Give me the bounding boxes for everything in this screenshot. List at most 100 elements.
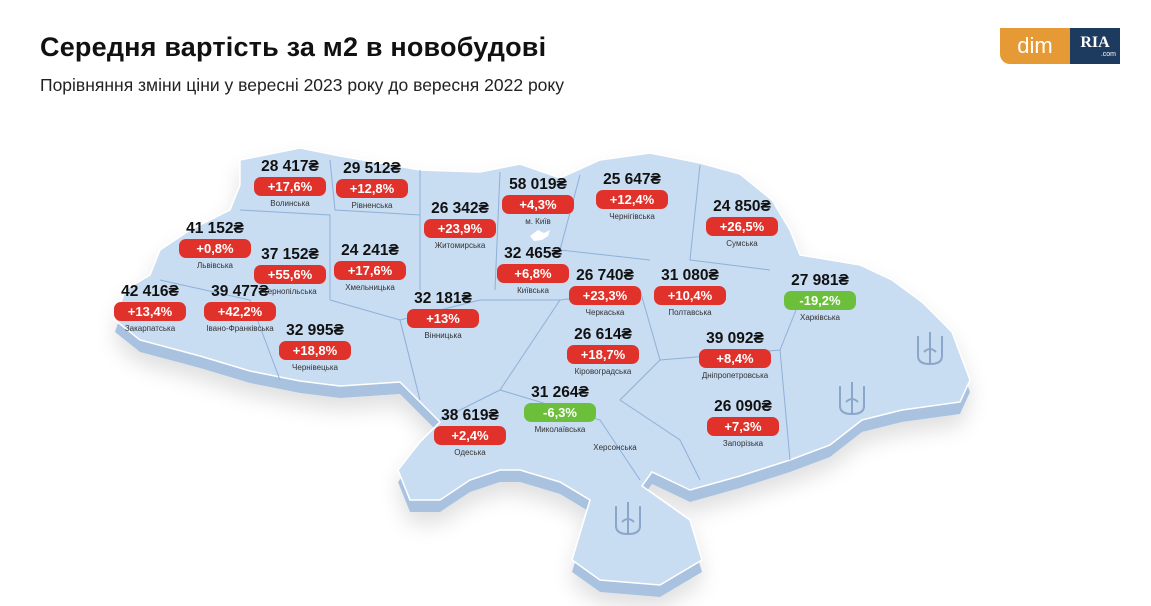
- region-label: 42 416₴ +13,4% Закарпатська: [114, 283, 186, 333]
- region-name: Хмельницька: [345, 283, 395, 292]
- region-price: 27 981₴: [791, 272, 849, 289]
- region-label: 31 080₴ +10,4% Полтавська: [654, 267, 726, 317]
- region-change-badge: +0,8%: [179, 239, 251, 258]
- region-label: 26 614₴ +18,7% Кіровоградська: [567, 326, 639, 376]
- region-change-badge: +23,9%: [424, 219, 496, 238]
- region-change-badge: +12,4%: [596, 190, 668, 209]
- region-name: Сумська: [726, 239, 758, 248]
- region-label: 29 512₴ +12,8% Рівненська: [336, 160, 408, 210]
- region-name: Волинська: [270, 199, 310, 208]
- region-name: м. Київ: [525, 217, 551, 226]
- region-name: Тернопільська: [263, 287, 317, 296]
- region-price: 38 619₴: [441, 407, 499, 424]
- region-label: 58 019₴ +4,3% м. Київ: [502, 176, 574, 226]
- region-name: Рівненська: [351, 201, 393, 210]
- region-label: 32 181₴ +13% Вінницька: [407, 290, 479, 340]
- region-change-badge: +2,4%: [434, 426, 506, 445]
- region-name: Дніпропетровська: [701, 371, 769, 380]
- region-border: [619, 399, 701, 481]
- region-label: 26 342₴ +23,9% Житомирська: [424, 200, 496, 250]
- region-change-badge: +13,4%: [114, 302, 186, 321]
- region-label: 25 647₴ +12,4% Чернігівська: [596, 171, 668, 221]
- region-change-badge: +17,6%: [254, 177, 326, 196]
- region-price: 32 995₴: [286, 322, 344, 339]
- region-name: Київська: [517, 286, 549, 295]
- region-change-badge: -19,2%: [784, 291, 856, 310]
- region-price: 26 614₴: [574, 326, 632, 343]
- region-label: 39 477₴ +42,2% Івано-Франківська: [204, 283, 276, 333]
- region-price: 37 152₴: [261, 246, 319, 263]
- region-change-badge: +13%: [407, 309, 479, 328]
- region-name: Черкаська: [585, 308, 625, 317]
- region-name: Вінницька: [424, 331, 462, 340]
- region-border: [779, 349, 791, 461]
- region-price: 26 342₴: [431, 200, 489, 217]
- region-change-badge: +18,8%: [279, 341, 351, 360]
- region-label: 32 995₴ +18,8% Чернівецька: [279, 322, 351, 372]
- region-name: Запорізька: [722, 439, 764, 448]
- region-label: 26 090₴ +7,3% Запорізька: [707, 398, 779, 448]
- region-change-badge: +26,5%: [706, 217, 778, 236]
- region-price: 39 092₴: [706, 330, 764, 347]
- trident-icon: [917, 332, 943, 366]
- region-border: [399, 319, 421, 401]
- map-territory: [114, 147, 971, 586]
- region-price: 41 152₴: [186, 220, 244, 237]
- region-name: Кіровоградська: [574, 367, 632, 376]
- region-price: 24 850₴: [713, 198, 771, 215]
- region-change-badge: +12,8%: [336, 179, 408, 198]
- region-price: 39 477₴: [211, 283, 269, 300]
- region-label: 31 264₴ -6,3% Миколаївська: [524, 384, 596, 434]
- logo-ria-text: RIA: [1080, 33, 1110, 51]
- region-name: Одеська: [454, 448, 486, 457]
- page-title: Середня вартість за м2 в новобудові: [40, 32, 547, 62]
- region-change-badge: +42,2%: [204, 302, 276, 321]
- kyiv-city-marker: [530, 230, 550, 241]
- region-name: Закарпатська: [124, 324, 176, 333]
- dim-ria-logo: dim RIA .com: [1000, 28, 1120, 64]
- trident-icon: [615, 502, 641, 536]
- region-name: Чернівецька: [292, 363, 338, 372]
- region-price: 29 512₴: [343, 160, 401, 177]
- region-label: 24 850₴ +26,5% Сумська: [706, 198, 778, 248]
- region-label: 37 152₴ +55,6% Тернопільська: [254, 246, 326, 296]
- region-price: 28 417₴: [261, 158, 319, 175]
- region-change-badge: +23,3%: [569, 286, 641, 305]
- region-price: 26 090₴: [714, 398, 772, 415]
- region-price: 31 080₴: [661, 267, 719, 284]
- region-change-badge: +10,4%: [654, 286, 726, 305]
- region-change-badge: +18,7%: [567, 345, 639, 364]
- region-price: 32 181₴: [414, 290, 472, 307]
- region-label: Херсонська: [593, 440, 636, 452]
- trident-icon: [839, 382, 865, 416]
- logo-dim: dim: [1000, 28, 1070, 64]
- region-label: 39 092₴ +8,4% Дніпропетровська: [699, 330, 771, 380]
- region-change-badge: +4,3%: [502, 195, 574, 214]
- region-price: 31 264₴: [531, 384, 589, 401]
- region-change-badge: +6,8%: [497, 264, 569, 283]
- region-change-badge: +55,6%: [254, 265, 326, 284]
- region-border: [329, 159, 421, 216]
- region-name: Чернігівська: [609, 212, 655, 221]
- region-label: 27 981₴ -19,2% Харківська: [784, 272, 856, 322]
- region-border: [494, 171, 501, 291]
- region-price: 24 241₴: [341, 242, 399, 259]
- region-name: Херсонська: [593, 443, 637, 452]
- region-label: 26 740₴ +23,3% Черкаська: [569, 267, 641, 317]
- region-name: Житомирська: [434, 241, 486, 250]
- region-name: Полтавська: [668, 308, 712, 317]
- region-change-badge: +17,6%: [334, 261, 406, 280]
- region-price: 25 647₴: [603, 171, 661, 188]
- region-change-badge: -6,3%: [524, 403, 596, 422]
- region-name: Львівська: [197, 261, 233, 270]
- region-name: Харківська: [800, 313, 840, 322]
- region-border: [159, 279, 281, 381]
- region-label: 38 619₴ +2,4% Одеська: [434, 407, 506, 457]
- region-name: Миколаївська: [534, 425, 586, 434]
- region-label: 32 465₴ +6,8% Київська: [497, 245, 569, 295]
- logo-ria-suffix: .com: [1100, 50, 1116, 58]
- region-border: [689, 164, 771, 271]
- region-change-badge: +7,3%: [707, 417, 779, 436]
